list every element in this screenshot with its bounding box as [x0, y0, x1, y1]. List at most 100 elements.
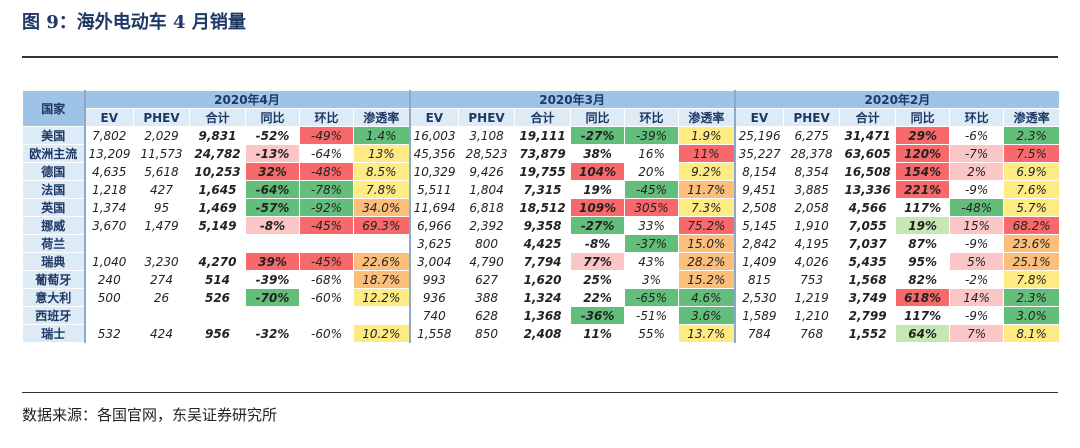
data-cell: -45%	[299, 216, 354, 235]
data-cell: -9%	[949, 180, 1005, 199]
table-row: 葡萄牙 240 274 514 -39% -68% 18.7% 993 627 1,620 25% 3…	[22, 270, 1061, 289]
data-cell: 19%	[895, 216, 951, 235]
data-cell: 526	[189, 288, 246, 307]
data-cell: 8.1%	[1003, 324, 1061, 343]
data-cell: 9,426	[458, 162, 516, 181]
data-cell: 4,566	[839, 198, 897, 217]
data-cell: 11,694	[408, 198, 460, 217]
data-cell: 19,111	[514, 126, 572, 145]
data-cell	[352, 234, 411, 253]
data-cell: -27%	[570, 126, 626, 145]
data-cell: 7.8%	[352, 180, 411, 199]
data-cell: 4,425	[514, 234, 572, 253]
data-cell: -78%	[299, 180, 354, 199]
data-cell: 1,218	[83, 180, 134, 199]
data-cell: 10,329	[408, 162, 460, 181]
data-cell: 11%	[570, 324, 626, 343]
data-cell: 1,469	[189, 198, 246, 217]
data-cell: 4,635	[83, 162, 134, 181]
data-cell: -52%	[245, 126, 300, 145]
data-cell: 2,530	[733, 288, 785, 307]
data-cell: 38%	[570, 144, 626, 163]
data-cell: 3,108	[458, 126, 516, 145]
data-cell: 936	[408, 288, 460, 307]
data-cell: 500	[83, 288, 134, 307]
data-cell: 2,408	[514, 324, 572, 343]
data-cell: 23.6%	[1003, 234, 1061, 253]
data-cell: 154%	[895, 162, 951, 181]
data-cell: 8,354	[783, 162, 841, 181]
data-cell: 784	[733, 324, 785, 343]
data-cell: 1,910	[783, 216, 841, 235]
data-cell: 104%	[570, 162, 626, 181]
data-cell: 7.5%	[1003, 144, 1061, 163]
data-cell: 34.0%	[352, 198, 411, 217]
data-cell: 6,275	[783, 126, 841, 145]
data-cell: -39%	[245, 270, 300, 289]
data-cell: -8%	[245, 216, 300, 235]
data-cell: 18.7%	[352, 270, 411, 289]
data-cell: 1,558	[408, 324, 460, 343]
column-header: PHEV	[133, 108, 190, 127]
data-cell: -6%	[949, 126, 1005, 145]
data-cell: 1,552	[839, 324, 897, 343]
data-cell: 28.2%	[678, 252, 736, 271]
data-cell: 627	[458, 270, 516, 289]
data-cell: 10.2%	[352, 324, 411, 343]
data-cell: 39%	[245, 252, 300, 271]
data-cell: 956	[189, 324, 246, 343]
data-cell: 25%	[570, 270, 626, 289]
data-cell: 5,618	[133, 162, 190, 181]
data-cell: 95%	[895, 252, 951, 271]
data-cell: 6,966	[408, 216, 460, 235]
data-cell: -45%	[299, 252, 354, 271]
data-cell: 26	[133, 288, 190, 307]
data-cell: 4,790	[458, 252, 516, 271]
data-cell: 19,755	[514, 162, 572, 181]
data-cell: 68.2%	[1003, 216, 1061, 235]
data-cell: 3%	[624, 270, 680, 289]
country-cell: 法国	[22, 180, 85, 199]
country-cell: 瑞典	[22, 252, 85, 271]
data-cell: 77%	[570, 252, 626, 271]
data-cell: 532	[83, 324, 134, 343]
data-cell: 7.3%	[678, 198, 736, 217]
data-cell: 82%	[895, 270, 951, 289]
column-header: 同比	[245, 108, 300, 127]
data-cell: 2,058	[783, 198, 841, 217]
data-cell: 2,508	[733, 198, 785, 217]
data-cell: 424	[133, 324, 190, 343]
column-header: 同比	[570, 108, 626, 127]
data-cell: 7,055	[839, 216, 897, 235]
group-header: 2020年2月	[733, 90, 1061, 109]
table-row: 国家 2020年4月 2020年3月 2020年2月	[22, 90, 1061, 127]
country-cell: 西班牙	[22, 306, 85, 325]
column-header: 环比	[949, 108, 1005, 127]
data-cell: 5.7%	[1003, 198, 1061, 217]
data-cell: 7,315	[514, 180, 572, 199]
data-cell: 1.4%	[352, 126, 411, 145]
data-cell: 16,003	[408, 126, 460, 145]
data-cell: 1,368	[514, 306, 572, 325]
data-cell: 7%	[949, 324, 1005, 343]
country-cell: 葡萄牙	[22, 270, 85, 289]
data-cell: 427	[133, 180, 190, 199]
data-cell: 29%	[895, 126, 951, 145]
data-cell: 8,154	[733, 162, 785, 181]
data-cell: 22%	[570, 288, 626, 307]
data-cell: 1.9%	[678, 126, 736, 145]
column-header: 合计	[189, 108, 246, 127]
country-cell: 意大利	[22, 288, 85, 307]
data-cell: 1,479	[133, 216, 190, 235]
table-row: 德国 4,635 5,618 10,253 32% -48% 8.5% 10,329 9,426…	[22, 162, 1061, 181]
data-cell: 9.2%	[678, 162, 736, 181]
data-cell: 28,378	[783, 144, 841, 163]
data-cell: -37%	[624, 234, 680, 253]
data-cell: -45%	[624, 180, 680, 199]
data-cell: 800	[458, 234, 516, 253]
country-cell: 挪威	[22, 216, 85, 235]
data-cell: 35,227	[733, 144, 785, 163]
data-cell: -64%	[245, 180, 300, 199]
data-cell: 11.7%	[678, 180, 736, 199]
data-cell: 20%	[624, 162, 680, 181]
